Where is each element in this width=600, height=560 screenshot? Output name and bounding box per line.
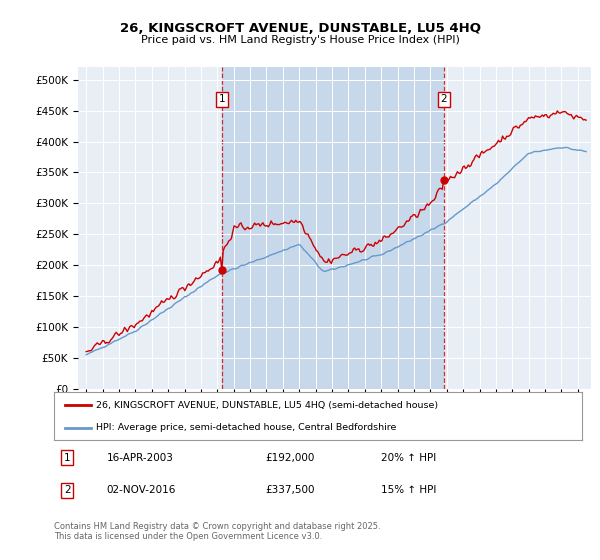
- Text: 1: 1: [64, 453, 71, 463]
- Text: 2: 2: [440, 95, 447, 104]
- Text: Price paid vs. HM Land Registry's House Price Index (HPI): Price paid vs. HM Land Registry's House …: [140, 35, 460, 45]
- Text: 15% ↑ HPI: 15% ↑ HPI: [382, 486, 437, 496]
- Text: £337,500: £337,500: [265, 486, 315, 496]
- Text: 20% ↑ HPI: 20% ↑ HPI: [382, 453, 437, 463]
- Text: 02-NOV-2016: 02-NOV-2016: [107, 486, 176, 496]
- Text: Contains HM Land Registry data © Crown copyright and database right 2025.
This d: Contains HM Land Registry data © Crown c…: [54, 522, 380, 542]
- Text: 1: 1: [218, 95, 225, 104]
- Bar: [222, 67, 443, 389]
- Text: 26, KINGSCROFT AVENUE, DUNSTABLE, LU5 4HQ: 26, KINGSCROFT AVENUE, DUNSTABLE, LU5 4H…: [119, 22, 481, 35]
- Text: 2: 2: [64, 486, 71, 496]
- Text: 26, KINGSCROFT AVENUE, DUNSTABLE, LU5 4HQ (semi-detached house): 26, KINGSCROFT AVENUE, DUNSTABLE, LU5 4H…: [96, 401, 439, 410]
- Text: 16-APR-2003: 16-APR-2003: [107, 453, 173, 463]
- Text: £192,000: £192,000: [265, 453, 314, 463]
- Text: HPI: Average price, semi-detached house, Central Bedfordshire: HPI: Average price, semi-detached house,…: [96, 423, 397, 432]
